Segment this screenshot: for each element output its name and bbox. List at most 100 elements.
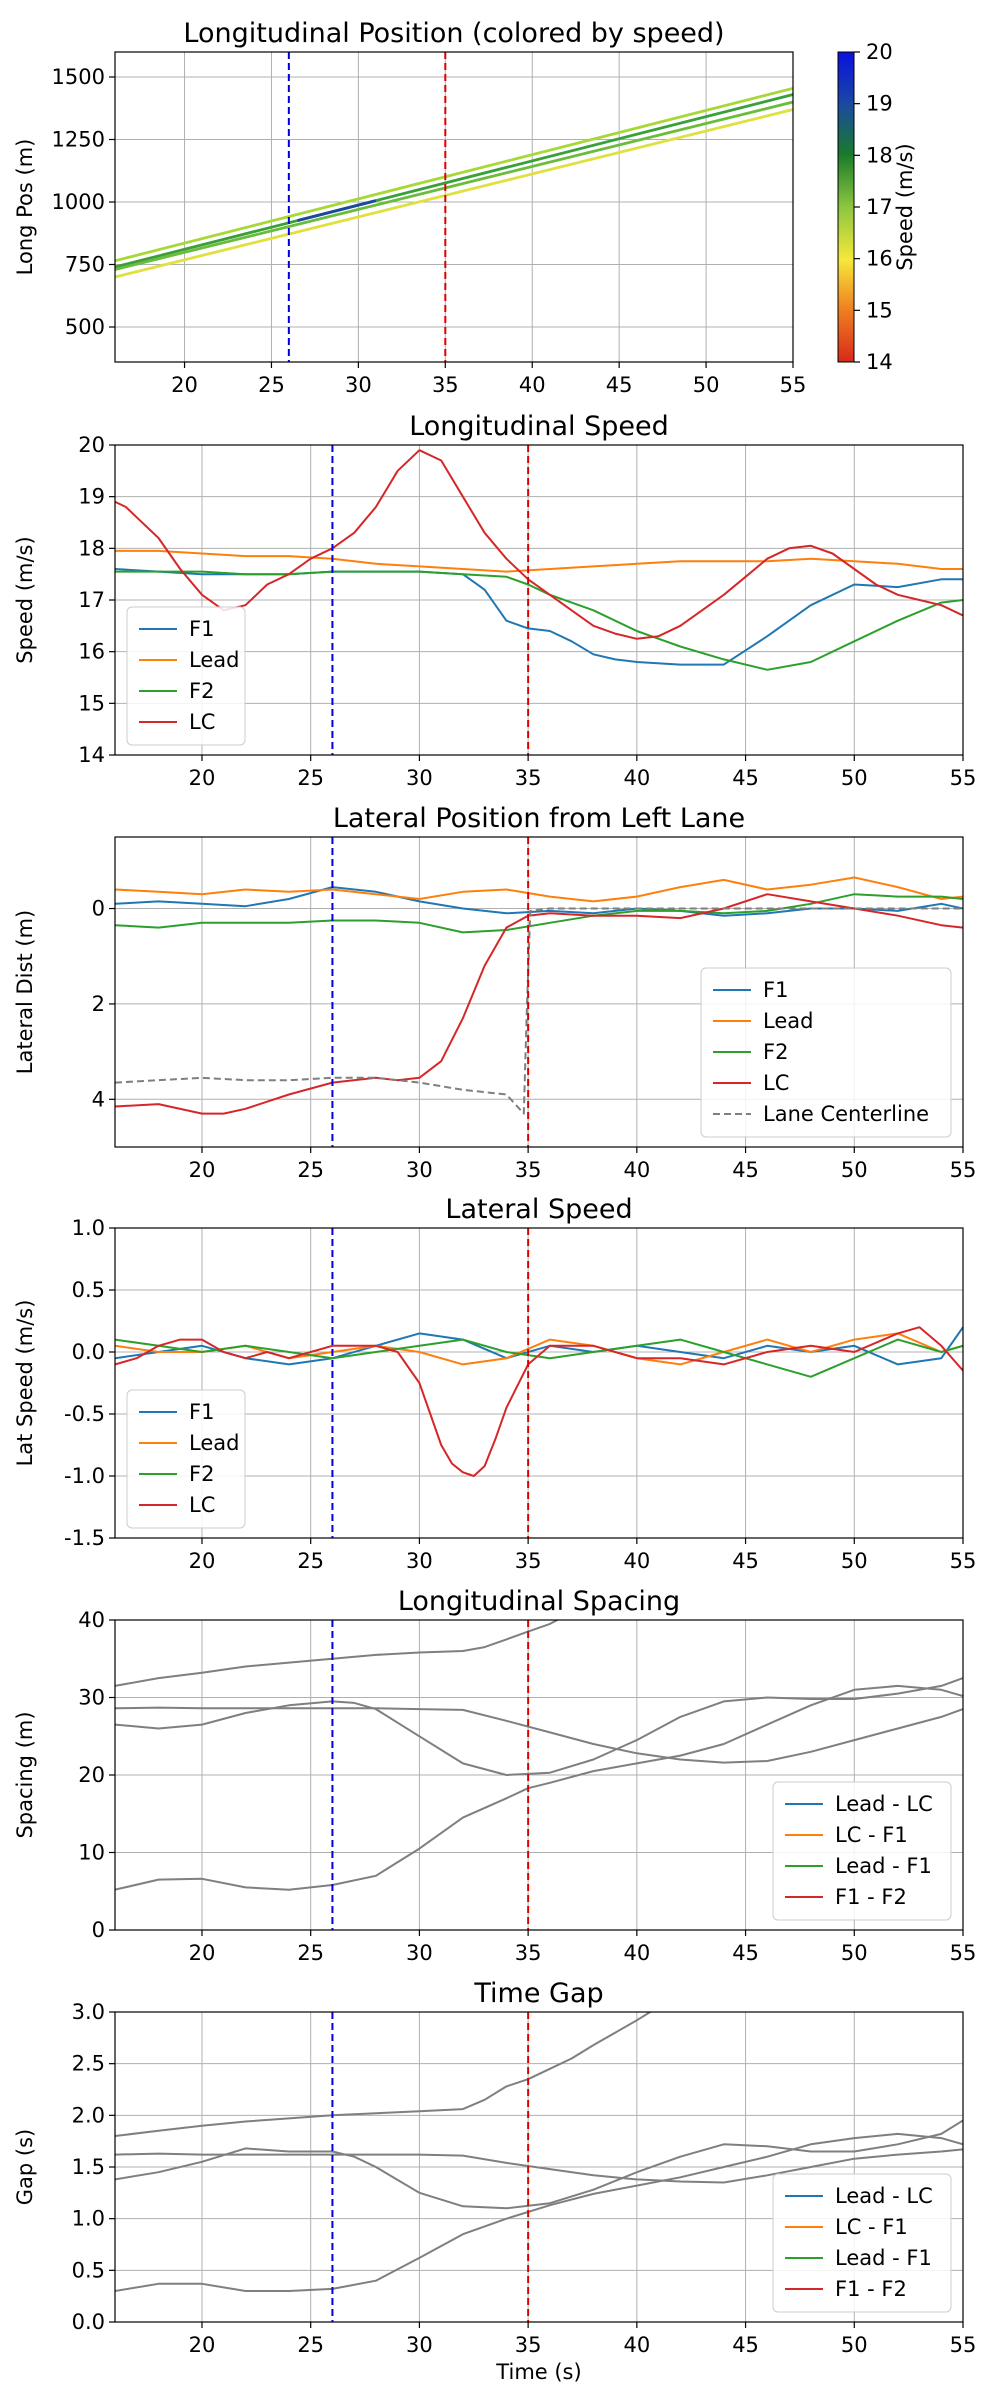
plot-area-pos <box>115 86 793 279</box>
chart-title: Lateral Position from Left Lane <box>333 803 745 834</box>
series-line-lead <box>115 876 963 903</box>
x-tick-label: 55 <box>780 373 807 397</box>
y-tick-label: 16 <box>78 640 105 664</box>
y-tick-label: 20 <box>78 433 105 457</box>
y-tick-label: 19 <box>78 485 105 509</box>
panel-pos: 20 25 30 35 40 45 50 55 500 750 1000 1250 1500 Longit… <box>13 18 917 397</box>
x-tick-label: 30 <box>406 1158 433 1182</box>
legend-label: Lead - LC <box>835 1792 933 1816</box>
colorbar-tick-label: 14 <box>866 350 893 374</box>
x-tick-label: 50 <box>841 1941 868 1965</box>
legend-label: Lane Centerline <box>763 1102 929 1126</box>
x-tick-label: 45 <box>732 766 759 790</box>
series-line-lc <box>115 93 793 269</box>
x-axis-label: Time (s) <box>495 2360 581 2384</box>
y-tick-label: -1.0 <box>64 1464 105 1488</box>
legend-latspeed: F1 Lead F2 LC <box>126 1389 246 1529</box>
y-tick-label: 15 <box>78 691 105 715</box>
y-tick-label: 18 <box>78 536 105 560</box>
legend-speed: F1 Lead F2 LC <box>126 606 246 746</box>
series-line-f1-f2 <box>115 2148 963 2184</box>
colorbar-tick-label: 20 <box>866 40 893 64</box>
series-line-f2 <box>115 1338 963 1378</box>
plot-area-latspeed <box>115 1326 963 1477</box>
x-tick-label: 55 <box>950 2333 977 2357</box>
colorbar-tick-label: 16 <box>866 247 893 271</box>
x-tick-label: 40 <box>623 766 650 790</box>
y-tick-label: -0.5 <box>64 1402 105 1426</box>
series-line-f2 <box>115 108 793 279</box>
series-line-lc-f1 <box>115 1684 963 1891</box>
y-tick-label: 0 <box>92 897 105 921</box>
series-line-lead-f1 <box>115 1620 560 1687</box>
y-axis-label: Lat Speed (m/s) <box>13 1300 37 1467</box>
legend-box <box>126 606 246 746</box>
y-tick-label: 2.5 <box>72 2052 105 2076</box>
legend-label: F2 <box>189 679 214 703</box>
high-speed-segment <box>297 199 377 223</box>
y-tick-label: 1000 <box>52 190 105 214</box>
x-tick-label: 55 <box>950 1158 977 1182</box>
axes-frame <box>114 836 964 1148</box>
colorbar-tick-label: 19 <box>866 92 893 116</box>
axes-frame <box>114 1227 964 1539</box>
legend-spacing: Lead - LC LC - F1 Lead - F1 F1 - F2 <box>772 1781 952 1921</box>
x-tick-label: 25 <box>297 1941 324 1965</box>
legend-label: F1 <box>189 1400 214 1424</box>
series-line-f2 <box>115 570 963 671</box>
series-line-f1-f2 <box>115 1706 963 1764</box>
legend-label: LC <box>189 710 215 734</box>
x-tick-label: 35 <box>515 1549 542 1573</box>
x-tick-label: 40 <box>623 1941 650 1965</box>
y-tick-label: 1250 <box>52 128 105 152</box>
series-line-f2 <box>115 893 963 934</box>
legend-label: Lead <box>189 648 239 672</box>
colorbar-label: Speed (m/s) <box>893 143 917 270</box>
x-tick-label: 35 <box>432 373 459 397</box>
y-tick-label: 14 <box>78 743 105 767</box>
legend-label: Lead - F1 <box>835 2246 932 2270</box>
x-tick-label: 45 <box>606 373 633 397</box>
series-line-lead <box>115 549 963 573</box>
x-tick-label: 45 <box>732 1158 759 1182</box>
x-tick-label: 20 <box>189 1941 216 1965</box>
y-tick-label: 10 <box>78 1841 105 1865</box>
x-tick-label: 30 <box>345 373 372 397</box>
x-tick-label: 45 <box>732 1941 759 1965</box>
series-line-lead-f1 <box>115 2012 653 2137</box>
series-line-f1 <box>115 886 963 917</box>
y-axis-label: Spacing (m) <box>13 1711 37 1838</box>
panel-speed: 20 25 30 35 40 45 50 55 14 15 16 17 18 19 20 Longitudin… <box>13 411 976 790</box>
legend-label: Lead <box>189 1431 239 1455</box>
y-tick-label: 30 <box>78 1686 105 1710</box>
series-line-lc <box>115 893 963 1115</box>
plot-area-spacing <box>115 1620 963 1891</box>
y-axis-label: Long Pos (m) <box>13 139 37 276</box>
y-tick-label: 500 <box>65 315 105 339</box>
x-tick-label: 45 <box>732 2333 759 2357</box>
colorbar-tick-label: 18 <box>866 143 893 167</box>
series-line-f1 <box>115 100 793 271</box>
chart-title: Longitudinal Spacing <box>398 1586 680 1617</box>
x-tick-label: 20 <box>189 2333 216 2357</box>
x-tick-label: 50 <box>841 766 868 790</box>
colorbar-tick-label: 17 <box>866 195 893 219</box>
x-tick-label: 30 <box>406 766 433 790</box>
y-tick-label: -1.5 <box>64 1526 105 1550</box>
legend-label: F1 - F2 <box>835 1885 907 1909</box>
legend-label: F2 <box>763 1040 788 1064</box>
x-tick-label: 20 <box>189 766 216 790</box>
legend-label: F1 <box>763 978 788 1002</box>
legend-box <box>700 967 952 1138</box>
y-tick-label: 4 <box>92 1087 105 1111</box>
series-line-lc-f1 <box>115 2132 963 2292</box>
legend-timegap: Lead - LC LC - F1 Lead - F1 F1 - F2 <box>772 2173 952 2313</box>
y-tick-label: 2.0 <box>72 2103 105 2127</box>
series-line-lane-centerline <box>115 907 963 1115</box>
legend-box <box>772 1781 952 1921</box>
legend-label: LC <box>189 1493 215 1517</box>
x-tick-label: 20 <box>189 1549 216 1573</box>
y-tick-label: 40 <box>78 1608 105 1632</box>
y-tick-label: 0.5 <box>72 1278 105 1302</box>
legend-box <box>126 1389 246 1529</box>
